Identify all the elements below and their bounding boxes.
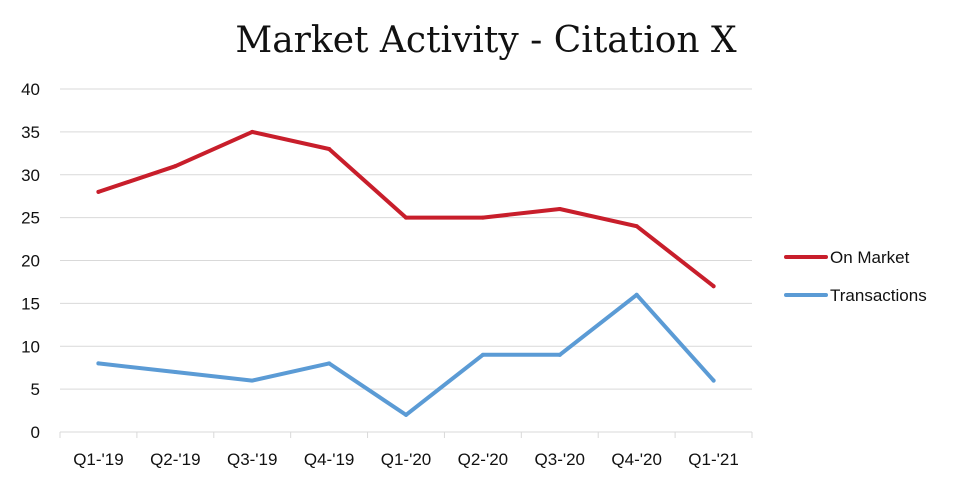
y-tick-label: 25 [21,209,40,228]
x-tick-label: Q3-'19 [227,450,278,469]
y-tick-label: 40 [21,80,40,99]
legend-label: Transactions [830,286,927,305]
x-tick-label: Q2-'20 [458,450,509,469]
data-point [250,129,255,134]
data-point [557,207,562,212]
data-point [327,147,332,152]
y-tick-label: 20 [21,252,40,271]
x-tick-label: Q1-'20 [381,450,432,469]
series-line-transactions [96,292,716,417]
data-point [711,284,716,289]
series-lines [96,129,716,417]
y-tick-label: 10 [21,337,40,356]
y-tick-label: 0 [31,423,40,442]
axes: 0 5 10 15 20 25 30 35 40 Q1-'19 Q2-'19 Q3-'19 Q4-'19… [21,80,753,469]
legend-label: On Market [830,248,910,267]
data-point [173,164,178,169]
y-tick-label: 30 [21,166,40,185]
data-point [96,189,101,194]
data-point [404,412,408,417]
grid-lines [60,88,752,390]
series-line-on-market [96,129,716,289]
data-point [480,215,485,220]
y-tick-label: 5 [31,380,40,399]
y-tick-label: 35 [21,123,40,142]
data-point [327,361,332,366]
data-point [711,378,716,383]
data-point [557,352,562,357]
data-point [480,352,485,357]
y-tick-label: 15 [21,294,40,313]
data-point [634,292,639,297]
data-point [404,215,408,220]
x-tick-label: Q1-'19 [73,450,124,469]
data-point [250,378,255,383]
x-tick-label: Q2-'19 [150,450,201,469]
x-tick-label: Q4-'20 [611,450,662,469]
x-tick-label: Q1-'21 [688,450,739,469]
data-point [96,361,101,366]
legend: On Market Transactions [784,248,927,305]
data-point [173,369,178,374]
chart-title: Market Activity - Citation X [235,20,737,61]
x-tick-label: Q3-'20 [535,450,586,469]
data-point [634,224,639,229]
x-tick-label: Q4-'19 [304,450,355,469]
